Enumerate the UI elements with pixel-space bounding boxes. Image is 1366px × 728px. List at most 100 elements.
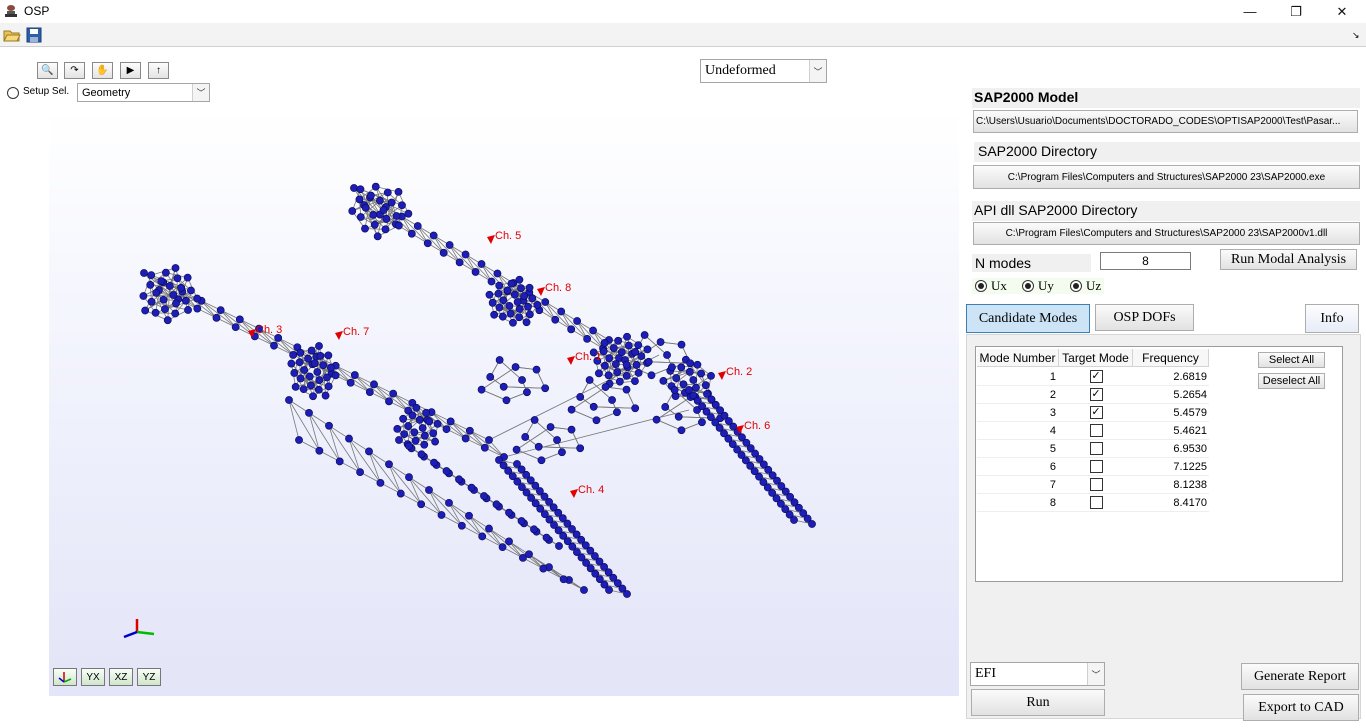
- run-button[interactable]: Run: [971, 689, 1105, 716]
- play-button[interactable]: ▶: [120, 62, 141, 79]
- model-node: [445, 498, 453, 507]
- target-mode-cell[interactable]: [1059, 476, 1133, 494]
- view-yz-button[interactable]: YZ: [137, 668, 161, 686]
- table-row[interactable]: 1 ✓ 2.6819: [976, 368, 1209, 386]
- generate-report-button[interactable]: Generate Report: [1241, 663, 1359, 690]
- model-node: [577, 535, 586, 544]
- model-node: [677, 363, 686, 372]
- model-node: [389, 389, 398, 398]
- model-node: [611, 360, 620, 368]
- mode-number-cell: 4: [977, 422, 1059, 440]
- pan-button[interactable]: ✋: [92, 62, 113, 79]
- col-header-frequency[interactable]: Frequency: [1133, 349, 1209, 367]
- view-3d-button[interactable]: [53, 668, 77, 686]
- model-node: [693, 360, 702, 369]
- model-node: [285, 396, 293, 404]
- dof-uz[interactable]: Uz: [1070, 278, 1101, 294]
- view-yx-button[interactable]: YX: [81, 668, 105, 686]
- close-button[interactable]: ✕: [1336, 3, 1348, 19]
- model-node: [605, 354, 614, 363]
- model-node: [314, 385, 323, 394]
- model-node: [631, 377, 639, 386]
- target-mode-checkbox[interactable]: ✓: [1089, 388, 1103, 401]
- mode-number-cell: 1: [977, 368, 1059, 386]
- model-node: [764, 465, 773, 474]
- model-node: [554, 508, 563, 517]
- frequency-cell: 7.1225: [1133, 458, 1209, 476]
- model-node: [790, 498, 799, 507]
- setup-sel-radio[interactable]: [7, 87, 19, 102]
- open-folder-icon[interactable]: [3, 26, 21, 44]
- table-row[interactable]: 7 8.1238: [976, 476, 1209, 494]
- table-row[interactable]: 4 5.4621: [976, 422, 1209, 440]
- model-node: [545, 498, 553, 506]
- deformation-select[interactable]: Undeformed ﹀: [700, 59, 827, 83]
- target-mode-checkbox[interactable]: [1089, 478, 1103, 491]
- model-node: [410, 428, 419, 437]
- model-node: [417, 450, 426, 459]
- col-header-mode-number[interactable]: Mode Number: [977, 349, 1059, 367]
- select-all-button[interactable]: Select All: [1258, 352, 1325, 368]
- maximize-button[interactable]: ❐: [1290, 3, 1302, 19]
- table-row[interactable]: 2 ✓ 5.2654: [976, 386, 1209, 404]
- deselect-all-button[interactable]: Deselect All: [1258, 373, 1325, 389]
- save-icon[interactable]: [25, 26, 43, 44]
- table-row[interactable]: 5 6.9530: [976, 440, 1209, 458]
- target-mode-cell[interactable]: [1059, 422, 1133, 440]
- tab-osp-dofs[interactable]: OSP DOFs: [1095, 304, 1194, 331]
- model-node: [326, 363, 335, 372]
- model-viewport[interactable]: Ch. 5 Ch. 8 Ch. 3 Ch. 7 Ch. 1 Ch. 2 Ch. 6 Ch. 4: [49, 110, 959, 696]
- col-header-target-mode[interactable]: Target Mode: [1059, 349, 1133, 367]
- minimize-button[interactable]: —: [1243, 4, 1257, 19]
- zoom-button[interactable]: 🔍: [37, 62, 58, 79]
- table-row[interactable]: 3 ✓ 5.4579: [976, 404, 1209, 422]
- model-node: [163, 316, 172, 325]
- model-node: [589, 326, 597, 335]
- target-mode-checkbox[interactable]: [1089, 424, 1103, 437]
- target-mode-cell[interactable]: [1059, 458, 1133, 476]
- resize-grip-icon[interactable]: ↘: [1352, 30, 1360, 40]
- n-modes-input[interactable]: 8: [1100, 252, 1191, 270]
- dof-ux[interactable]: Ux: [975, 278, 1007, 294]
- sap-model-path-button[interactable]: C:\Users\Usuario\Documents\DOCTORADO_COD…: [973, 110, 1358, 133]
- target-mode-checkbox[interactable]: [1089, 496, 1103, 509]
- model-node: [524, 302, 532, 311]
- run-modal-analysis-button[interactable]: Run Modal Analysis: [1220, 249, 1357, 270]
- target-mode-checkbox[interactable]: [1089, 460, 1103, 473]
- model-node: [772, 494, 781, 503]
- method-select[interactable]: EFI ﹀: [970, 662, 1105, 686]
- target-mode-checkbox[interactable]: ✓: [1089, 370, 1103, 383]
- target-mode-cell[interactable]: ✓: [1059, 386, 1133, 404]
- target-mode-cell[interactable]: [1059, 440, 1133, 458]
- model-node: [442, 425, 451, 434]
- api-dir-path-button[interactable]: C:\Program Files\Computers and Structure…: [973, 222, 1360, 245]
- model-node: [171, 264, 180, 272]
- model-node: [599, 347, 608, 356]
- reset-up-button[interactable]: ↑: [148, 62, 169, 79]
- model-node: [405, 473, 413, 482]
- model-node: [305, 408, 313, 417]
- info-button[interactable]: Info: [1305, 304, 1359, 333]
- target-mode-checkbox[interactable]: ✓: [1089, 406, 1103, 419]
- rotate-button[interactable]: ↷: [64, 62, 85, 79]
- table-row[interactable]: 6 7.1225: [976, 458, 1209, 476]
- export-cad-button[interactable]: Export to CAD: [1243, 694, 1359, 721]
- geometry-select[interactable]: Geometry ﹀: [77, 83, 210, 102]
- mode-number-cell: 3: [977, 404, 1059, 422]
- model-node: [729, 422, 738, 431]
- model-node: [429, 429, 438, 438]
- table-row[interactable]: 8 8.4170: [976, 494, 1209, 512]
- target-mode-checkbox[interactable]: [1089, 442, 1103, 455]
- tab-candidate-modes[interactable]: Candidate Modes: [966, 304, 1090, 333]
- modes-table[interactable]: Mode Number Target Mode Frequency 1 ✓ 2.68…: [975, 346, 1343, 582]
- model-node: [553, 436, 561, 444]
- model-node: [381, 225, 390, 234]
- sap-dir-path-button[interactable]: C:\Program Files\Computers and Structure…: [973, 165, 1360, 189]
- target-mode-cell[interactable]: ✓: [1059, 368, 1133, 386]
- model-node: [485, 290, 494, 299]
- model-node: [315, 342, 323, 350]
- target-mode-cell[interactable]: ✓: [1059, 404, 1133, 422]
- target-mode-cell[interactable]: [1059, 494, 1133, 512]
- view-xz-button[interactable]: XZ: [109, 668, 133, 686]
- dof-uy[interactable]: Uy: [1022, 278, 1054, 294]
